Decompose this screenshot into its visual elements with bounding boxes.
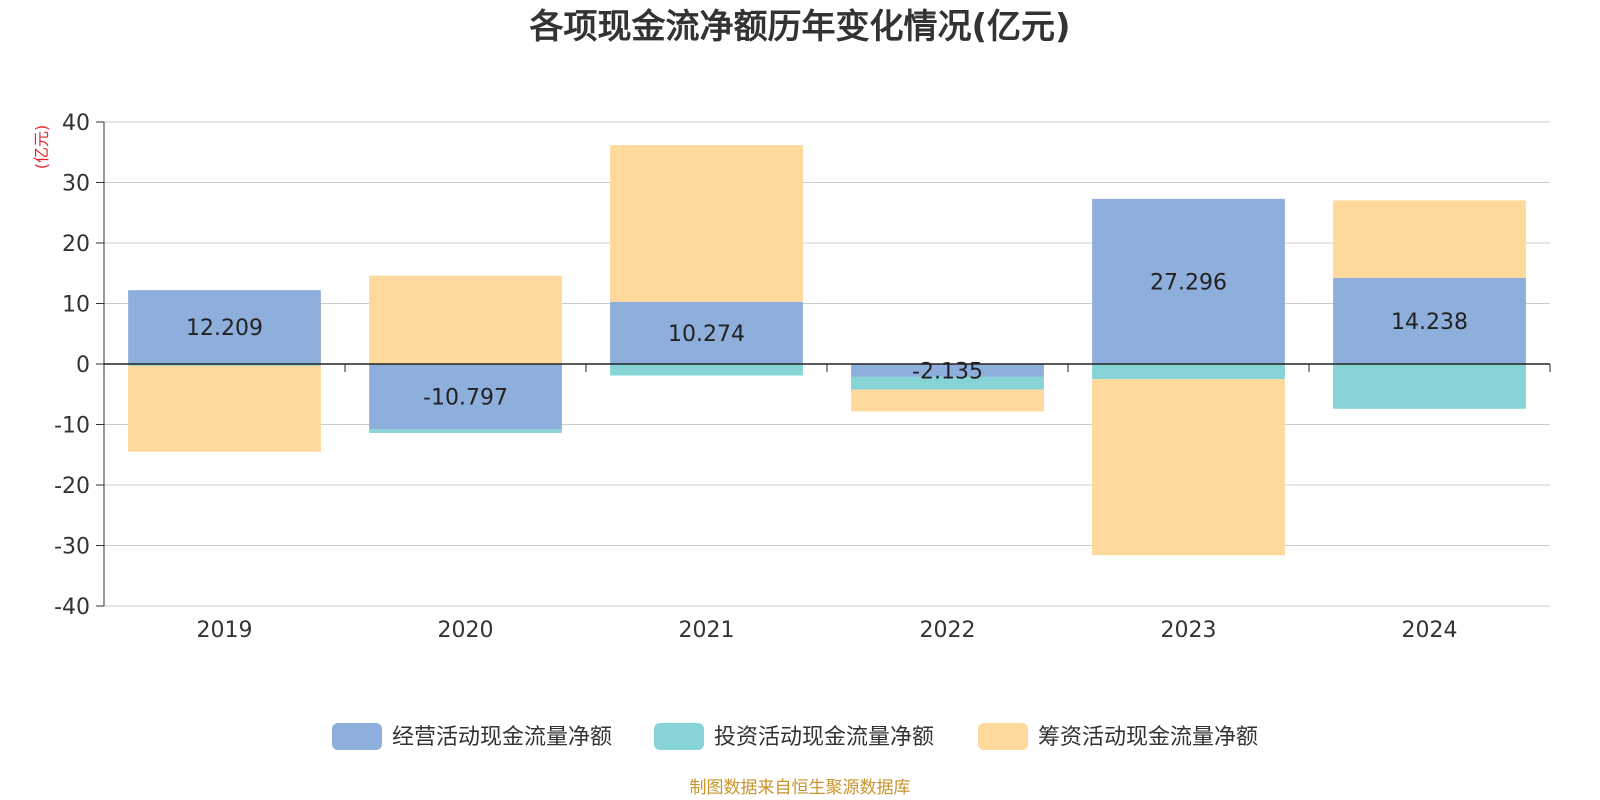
axes: 40 30 20 10 0 -10 -20 -30 -40 2019 2020 2021 2022 202… <box>54 111 1551 643</box>
legend-label: 筹资活动现金流量净额 <box>1038 725 1258 750</box>
bar-2019-筹资活动现金流量净额 <box>128 365 321 452</box>
bar-2022-投资活动现金流量净额 <box>851 376 1044 390</box>
y-axis-unit-label: (亿元) <box>32 125 51 170</box>
legend: 经营活动现金流量净额 投资活动现金流量净额 筹资活动现金流量净额 <box>332 723 1258 750</box>
data-label-2019: 12.209 <box>186 316 263 341</box>
bar-series <box>128 145 1526 556</box>
bar-2023-筹资活动现金流量净额 <box>1092 379 1285 556</box>
bar-2024-投资活动现金流量净额 <box>1333 364 1526 409</box>
bar-2019-经营活动现金流量净额 <box>128 290 321 364</box>
bar-2024-筹资活动现金流量净额 <box>1333 200 1526 278</box>
data-label-2023: 27.296 <box>1150 270 1227 295</box>
y-tick-label: 40 <box>62 111 90 136</box>
bar-2020-投资活动现金流量净额 <box>369 429 562 433</box>
bar-2022-经营活动现金流量净额 <box>851 364 1044 377</box>
x-tick-label-2019: 2019 <box>197 618 253 643</box>
grid-lines <box>104 121 1550 607</box>
legend-swatch <box>978 723 1028 750</box>
bar-2023-经营活动现金流量净额 <box>1092 198 1285 364</box>
x-tick-label-2021: 2021 <box>679 618 735 643</box>
y-tick-label: -30 <box>54 535 90 560</box>
data-label-2024: 14.238 <box>1391 310 1468 335</box>
data-source-note: 制图数据来自恒生聚源数据库 <box>690 778 911 798</box>
legend-label: 投资活动现金流量净额 <box>714 725 934 750</box>
y-tick-label: -20 <box>54 474 90 499</box>
x-tick-label-2024: 2024 <box>1402 618 1458 643</box>
data-label-2022: -2.135 <box>912 359 983 384</box>
y-tick-label: 0 <box>76 353 90 378</box>
legend-swatch <box>654 723 704 750</box>
data-label-2021: 10.274 <box>668 322 745 347</box>
x-tick-label-2023: 2023 <box>1161 618 1217 643</box>
y-tick-label: 10 <box>62 293 90 318</box>
bar-2024-经营活动现金流量净额 <box>1333 277 1526 364</box>
bar-2019-投资活动现金流量净额 <box>128 364 321 366</box>
bar-2022-筹资活动现金流量净额 <box>851 389 1044 412</box>
x-tick-label-2020: 2020 <box>438 618 494 643</box>
bar-2020-筹资活动现金流量净额 <box>369 275 562 364</box>
legend-swatch <box>332 723 382 750</box>
bar-2021-经营活动现金流量净额 <box>610 301 803 364</box>
x-tick-label-2022: 2022 <box>920 618 976 643</box>
y-tick-label: 30 <box>62 172 90 197</box>
y-tick-label: -40 <box>54 595 90 620</box>
data-labels: 12.209 -10.797 10.274 -2.135 27.296 14.238 <box>186 270 1468 410</box>
data-label-2020: -10.797 <box>423 386 508 411</box>
legend-label: 经营活动现金流量净额 <box>392 725 612 750</box>
bar-2023-投资活动现金流量净额 <box>1092 364 1285 380</box>
chart-title: 各项现金流净额历年变化情况(亿元) <box>529 7 1070 47</box>
bar-2021-投资活动现金流量净额 <box>610 364 803 376</box>
y-tick-label: -10 <box>54 414 90 439</box>
bar-2021-筹资活动现金流量净额 <box>610 145 803 302</box>
bar-2020-经营活动现金流量净额 <box>369 364 562 430</box>
y-tick-label: 20 <box>62 232 90 257</box>
